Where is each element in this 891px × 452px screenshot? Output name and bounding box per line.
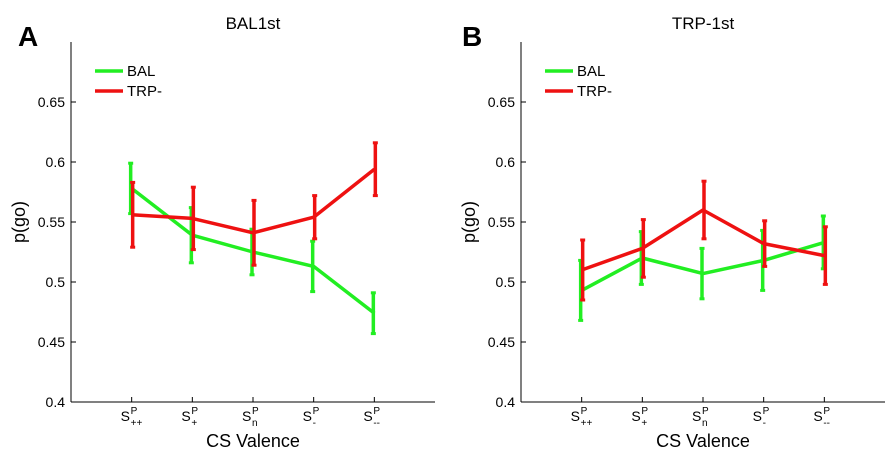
y-axis-label: p(go): [9, 201, 29, 243]
x-tick-sup: P: [313, 406, 320, 417]
x-tick-label: S Pn: [692, 406, 709, 429]
x-tick-sub: n: [702, 418, 708, 429]
y-tick-label: 0.6: [496, 154, 516, 170]
chart-title: TRP-1st: [672, 14, 735, 33]
panel-letter: A: [18, 21, 38, 52]
x-tick-sup: P: [252, 406, 259, 417]
y-tick-label: 0.45: [38, 334, 65, 350]
legend: BAL TRP-: [95, 63, 162, 100]
x-tick-main: S: [571, 408, 580, 424]
series-trp: [130, 141, 378, 267]
x-tick-label: S P++: [571, 406, 593, 429]
data-point: [702, 208, 706, 212]
legend-label: BAL: [577, 63, 605, 80]
x-tick-sub: --: [373, 418, 380, 429]
x-tick-sub: ++: [131, 418, 143, 429]
x-tick-sub: n: [252, 418, 258, 429]
y-axis-label: p(go): [459, 201, 479, 243]
series-bal: [128, 161, 376, 336]
x-tick-label: S P+: [181, 406, 198, 429]
x-tick-label: S Pn: [242, 406, 259, 429]
x-tick-sup: P: [763, 406, 770, 417]
x-tick-sup: P: [702, 406, 709, 417]
x-tick-label: S P-: [303, 406, 320, 429]
data-point: [763, 242, 767, 246]
y-tick-label: 0.5: [496, 274, 516, 290]
x-tick-label: S P-: [753, 406, 770, 429]
y-tick-label: 0.45: [488, 334, 515, 350]
data-point: [371, 311, 375, 315]
data-point: [131, 213, 135, 217]
legend: BAL TRP-: [545, 63, 612, 100]
x-tick-main: S: [692, 408, 701, 424]
y-tick-label: 0.65: [38, 94, 65, 110]
x-tick-sub: +: [641, 418, 647, 429]
x-tick-sup: P: [131, 406, 138, 417]
x-tick-sup: P: [191, 406, 198, 417]
x-tick-main: S: [121, 408, 130, 424]
y-tick-label: 0.5: [46, 274, 66, 290]
x-tick-main: S: [303, 408, 312, 424]
x-tick-main: S: [813, 408, 822, 424]
y-tick-label: 0.4: [496, 394, 516, 410]
x-tick-main: S: [181, 408, 190, 424]
x-tick-sup: P: [823, 406, 830, 417]
data-point: [252, 231, 256, 235]
series-trp: [580, 179, 828, 302]
x-tick-sup: P: [641, 406, 648, 417]
x-tick-sub: -: [313, 418, 316, 429]
x-tick-main: S: [363, 408, 372, 424]
y-tick-label: 0.55: [488, 214, 515, 230]
x-tick-sub: -: [763, 418, 766, 429]
y-tick-label: 0.4: [46, 394, 66, 410]
x-tick-main: S: [753, 408, 762, 424]
x-tick-sub: ++: [581, 418, 593, 429]
x-tick-sup: P: [373, 406, 380, 417]
y-tick-label: 0.6: [46, 154, 66, 170]
panel-letter: B: [462, 21, 482, 52]
x-tick-main: S: [631, 408, 640, 424]
data-point: [823, 254, 827, 258]
x-tick-sup: P: [581, 406, 588, 417]
data-point: [700, 272, 704, 276]
data-point: [641, 246, 645, 250]
chart-title: BAL1st: [226, 14, 281, 33]
x-tick-label: S P--: [813, 406, 830, 429]
y-tick-label: 0.55: [38, 214, 65, 230]
data-point: [191, 216, 195, 220]
legend-label: TRP-: [577, 83, 612, 100]
x-axis-label: CS Valence: [206, 431, 300, 451]
x-tick-label: S P++: [121, 406, 143, 429]
x-tick-label: S P+: [631, 406, 648, 429]
series-bal: [578, 214, 826, 322]
x-tick-sub: +: [191, 418, 197, 429]
legend-label: TRP-: [127, 83, 162, 100]
legend-label: BAL: [127, 63, 155, 80]
data-point: [313, 215, 317, 219]
x-tick-main: S: [242, 408, 251, 424]
y-tick-label: 0.65: [488, 94, 515, 110]
data-point: [311, 264, 315, 268]
data-point: [373, 167, 377, 171]
x-tick-sub: --: [823, 418, 830, 429]
data-point: [581, 268, 585, 272]
x-axis-label: CS Valence: [656, 431, 750, 451]
x-tick-label: S P--: [363, 406, 380, 429]
